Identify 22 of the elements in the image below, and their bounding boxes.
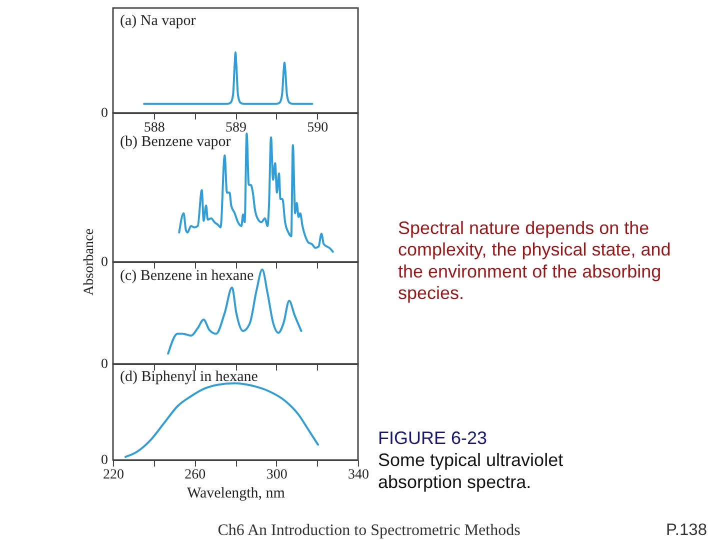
- text: Ch6 An Introduction to Spectrometric Methods: [218, 522, 520, 539]
- text: 0: [101, 453, 108, 468]
- x-tick-label: 220: [103, 468, 124, 482]
- x-tick-label: 300: [266, 468, 288, 482]
- text: Some typical ultraviolet absorption spectra.: [378, 450, 564, 492]
- chart-title: (a) Na vapor: [120, 13, 196, 29]
- x-tick-label: 260: [184, 468, 206, 482]
- x-tick-label: 589: [226, 120, 246, 136]
- x-tick-label: 590: [307, 120, 328, 136]
- chart-title: (d) Biphenyl in hexane: [120, 369, 258, 385]
- caption: FIGURE 6-23: [378, 428, 488, 448]
- y-axis-title: Absorbance: [82, 228, 97, 296]
- x-axis-title: Wavelength, nm: [187, 486, 286, 502]
- x-tick-label: 340: [348, 468, 369, 482]
- text: 0: [101, 106, 108, 121]
- text: 0: [101, 255, 108, 270]
- chart-title: (c) Benzene in hexane: [120, 268, 254, 284]
- x-tick-label: 588: [144, 120, 165, 136]
- text: Spectral nature depends on the complexity, the physical state, and the environment of the absorbing species.: [398, 218, 671, 304]
- text: P.138: [666, 521, 707, 539]
- text: 0: [101, 357, 108, 372]
- chart-title: (b) Benzene vapor: [120, 134, 231, 150]
